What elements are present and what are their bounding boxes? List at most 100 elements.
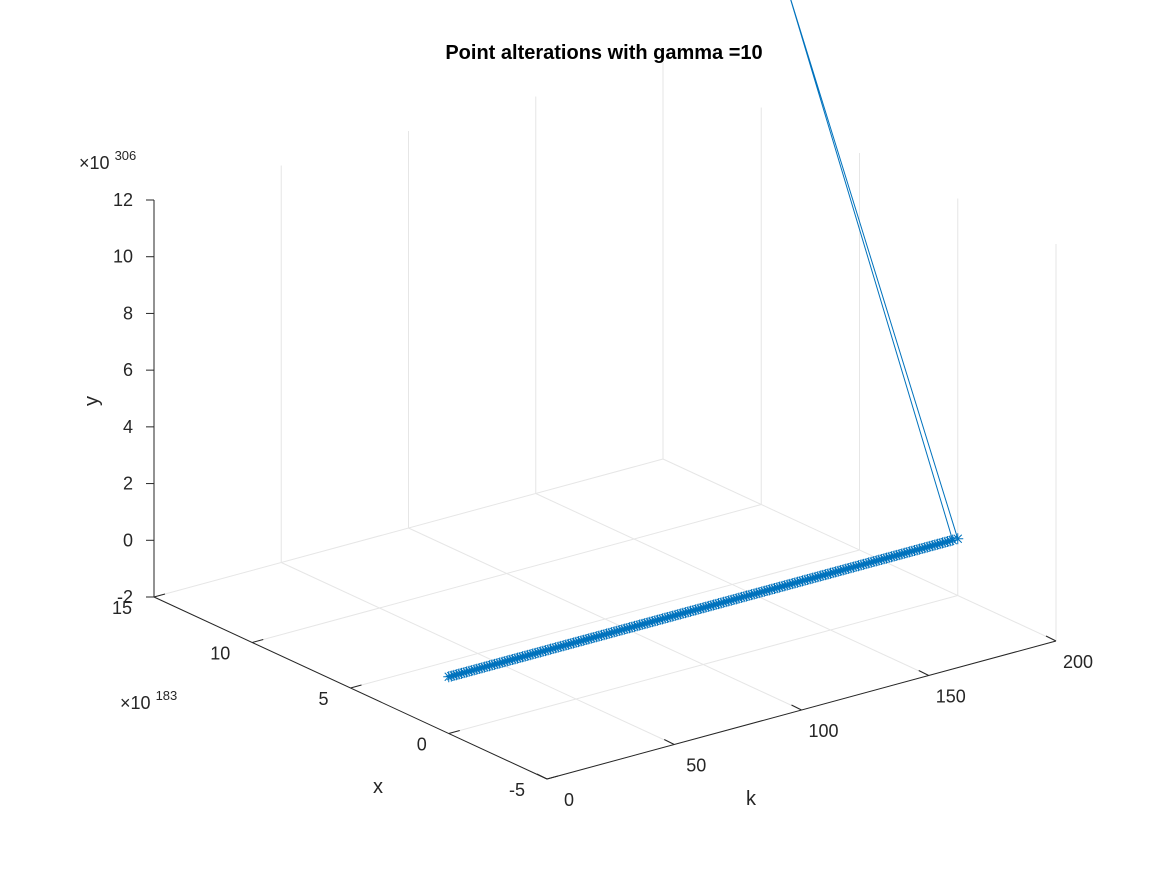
data-point-marker (924, 540, 936, 552)
data-point-marker (606, 627, 618, 639)
data-point-marker (738, 591, 750, 603)
data-point-marker (458, 667, 470, 679)
z-axis-label: y (81, 396, 103, 406)
data-point-marker (794, 576, 806, 588)
data-point-marker (893, 549, 905, 561)
data-point-marker (534, 646, 546, 658)
x-axis-tick (252, 639, 264, 643)
data-point-marker (723, 595, 735, 607)
data-point-marker (769, 582, 781, 594)
x-axis-tick-label: 10 (210, 644, 230, 664)
y-axis-tick-label: 4 (123, 417, 133, 437)
x-axis-tick-label: 15 (112, 598, 132, 618)
data-point-marker (842, 562, 854, 574)
data-point-marker (883, 551, 895, 563)
data-point-marker (573, 636, 585, 648)
data-point-marker (710, 598, 722, 610)
data-point-marker (527, 648, 539, 660)
data-point-marker (453, 668, 465, 680)
data-point-marker (562, 638, 574, 650)
data-point-marker (921, 541, 933, 553)
data-point-marker (952, 533, 964, 545)
data-point-marker (634, 619, 646, 631)
data-point-marker (657, 613, 669, 625)
data-point-marker (845, 562, 857, 574)
data-point-marker (784, 578, 796, 590)
data-point-marker (865, 556, 877, 568)
data-point-marker (644, 616, 656, 628)
x-axis-tick-label: -5 (509, 780, 525, 800)
y-exponent-base: ×10 (120, 693, 151, 713)
data-point-marker (830, 566, 842, 578)
data-point-marker (499, 656, 511, 668)
data-point-marker (756, 586, 768, 598)
y-axis-label: x (373, 776, 383, 798)
y-axis-tick-label: 12 (113, 190, 133, 210)
data-point-marker (944, 535, 956, 547)
data-point-marker (725, 594, 737, 606)
data-point-marker (476, 662, 488, 674)
k-axis-tick (918, 670, 929, 676)
data-point-marker (509, 653, 521, 665)
data-point-marker (817, 569, 829, 581)
data-point-marker (514, 651, 526, 663)
data-point-marker (662, 611, 674, 623)
data-point-marker (575, 635, 587, 647)
data-point-marker (524, 649, 536, 661)
data-point-marker (639, 618, 651, 630)
k-axis-tick (791, 704, 802, 711)
data-point-marker (654, 614, 666, 626)
data-point-marker (906, 545, 918, 557)
data-point-marker (496, 656, 508, 668)
k-axis-tick-label: 50 (686, 756, 706, 776)
data-point-marker (827, 567, 839, 579)
x-axis-tick (153, 593, 166, 598)
data-point-marker (720, 596, 732, 608)
data-point-marker (608, 626, 620, 638)
y-axis-tick-label: 10 (113, 247, 133, 267)
data-point-marker (715, 597, 727, 609)
axis-layer: 0 50 100 150 200 -5 0 5 10 15-2 0 2 4 6 8 10 12 (112, 190, 1093, 810)
data-point-marker (700, 601, 712, 613)
data-point-marker (522, 649, 534, 661)
data-point-marker (486, 659, 498, 671)
data-point-marker (936, 537, 948, 549)
data-point-marker (832, 565, 844, 577)
data-point-marker (868, 556, 880, 568)
data-point-marker (567, 637, 579, 649)
x-axis-tick (448, 730, 460, 734)
data-point-marker (825, 567, 836, 579)
data-point-marker (679, 607, 691, 619)
data-point-marker (763, 584, 775, 596)
data-point-marker (611, 625, 623, 637)
data-point-marker (641, 617, 653, 629)
data-point-marker (728, 594, 740, 606)
data-point-marker (629, 620, 641, 632)
k-axis-tick (536, 773, 548, 780)
k-axis-tick (664, 739, 675, 745)
data-point-marker (583, 633, 595, 645)
data-point-marker (837, 564, 849, 576)
data-point-marker (926, 540, 938, 552)
data-point-marker (443, 671, 455, 683)
data-point-marker (730, 593, 742, 605)
data-point-marker (468, 664, 480, 676)
data-point-marker (934, 538, 946, 550)
data-point-marker (578, 634, 590, 646)
data-point-marker (631, 620, 643, 632)
data-point-marker (850, 560, 862, 572)
data-point-marker (891, 549, 903, 561)
data-point-marker (489, 658, 501, 670)
k-axis-tick-label: 100 (808, 721, 838, 741)
data-point-marker (601, 628, 613, 640)
data-point-marker (852, 560, 864, 572)
data-point-marker (947, 534, 959, 546)
data-point-marker (473, 663, 485, 675)
data-point-marker (931, 538, 943, 550)
data-point-marker (875, 553, 887, 565)
data-point-marker (939, 536, 951, 548)
k-axis-tick-label: 200 (1063, 652, 1093, 672)
data-point-marker (860, 558, 872, 570)
data-point-marker (888, 550, 900, 562)
data-point-marker (786, 578, 798, 590)
